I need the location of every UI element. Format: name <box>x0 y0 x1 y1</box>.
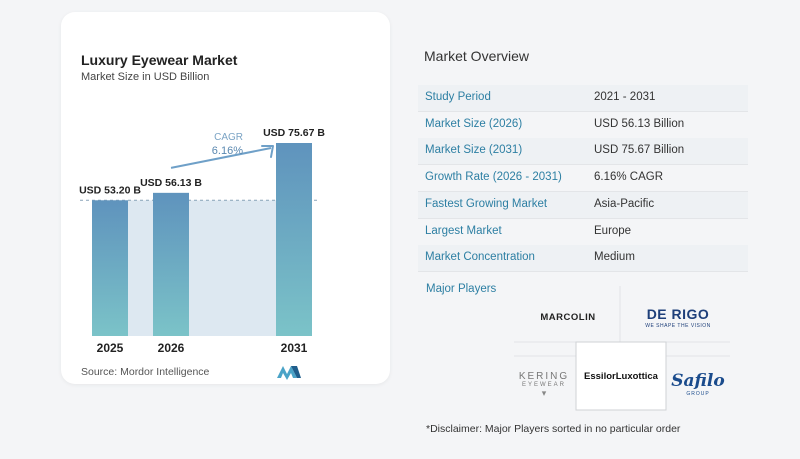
players-title: Major Players <box>426 283 497 295</box>
kering-sub: EYEWEAR <box>521 381 566 388</box>
overview-row-value: USD 56.13 Billion <box>594 117 685 130</box>
overview-row: Market Size (2031) USD 75.67 Billion <box>418 138 748 166</box>
overview-row-value: Medium <box>594 251 635 264</box>
overview-row-label: Market Size (2031) <box>425 144 523 157</box>
mordor-logo-icon <box>277 366 301 380</box>
de-rigo-tagline: WE SHAPE THE VISION <box>645 322 711 329</box>
cagr-value: 6.16% <box>212 145 243 157</box>
safilo-logo: Safilo <box>671 371 725 391</box>
bar-2026 <box>153 192 189 336</box>
overview-row: Growth Rate (2026 - 2031) 6.16% CAGR <box>418 165 748 193</box>
kering-owl-icon: ▾ <box>541 387 547 398</box>
data-label-2025: USD 53.20 B <box>79 184 141 196</box>
data-label-2031: USD 75.67 B <box>263 127 325 139</box>
cagr-label: CAGR <box>214 132 243 143</box>
essilorluxottica-logo: EssilorLuxottica <box>584 370 658 382</box>
overview-row-label: Fastest Growing Market <box>425 197 548 210</box>
overview-row-label: Market Concentration <box>425 251 535 264</box>
chart-title: Luxury Eyewear Market <box>81 52 238 68</box>
overview-row: Market Size (2026) USD 56.13 Billion <box>418 112 748 139</box>
cagr-arrow-head <box>261 145 274 158</box>
overview-row-label: Growth Rate (2026 - 2031) <box>425 171 562 184</box>
bar-2031 <box>276 143 312 336</box>
de-rigo-logo: DE RIGO <box>646 305 710 322</box>
overview-row: Market Concentration Medium <box>418 245 748 273</box>
safilo-sub: GROUP <box>686 391 710 397</box>
overview-row: Fastest Growing Market Asia-Pacific <box>418 191 748 219</box>
disclaimer: *Disclaimer: Major Players sorted in no … <box>426 423 681 435</box>
x-tick-2031: 2031 <box>281 341 308 355</box>
overview-title: Market Overview <box>424 48 530 64</box>
data-label-2026: USD 56.13 B <box>140 177 202 189</box>
chart-subtitle: Market Size in USD Billion <box>81 71 210 83</box>
kering-logo: KERING <box>518 370 570 382</box>
overview-row-value: 2021 - 2031 <box>594 91 656 103</box>
chart-source: Source: Mordor Intelligence <box>81 366 210 378</box>
overview-row-value: Europe <box>594 224 632 237</box>
overview-row: Study Period 2021 - 2031 <box>418 85 748 112</box>
overview-row-label: Study Period <box>425 91 491 103</box>
x-tick-2025: 2025 <box>97 341 124 355</box>
overview-row-value: USD 75.67 Billion <box>594 144 685 157</box>
player-kering: KERING EYEWEAR ▾ <box>512 362 576 406</box>
overview-row: Largest Market Europe <box>418 219 748 246</box>
overview-row-label: Market Size (2026) <box>425 117 523 130</box>
player-essilorluxottica: EssilorLuxottica <box>576 342 666 410</box>
bar-2025 <box>92 200 128 336</box>
marcolin-logo: MARCOLIN <box>540 311 596 323</box>
player-marcolin: MARCOLIN <box>520 300 616 334</box>
player-de-rigo: DE RIGO WE SHAPE THE VISION <box>628 300 728 334</box>
x-tick-2026: 2026 <box>158 341 185 355</box>
overview-row-label: Largest Market <box>425 224 502 237</box>
player-safilo: Safilo GROUP <box>666 362 730 406</box>
overview-row-value: Asia-Pacific <box>594 197 655 210</box>
cagr-arrow <box>170 147 272 169</box>
overview-row-value: 6.16% CAGR <box>594 171 664 184</box>
